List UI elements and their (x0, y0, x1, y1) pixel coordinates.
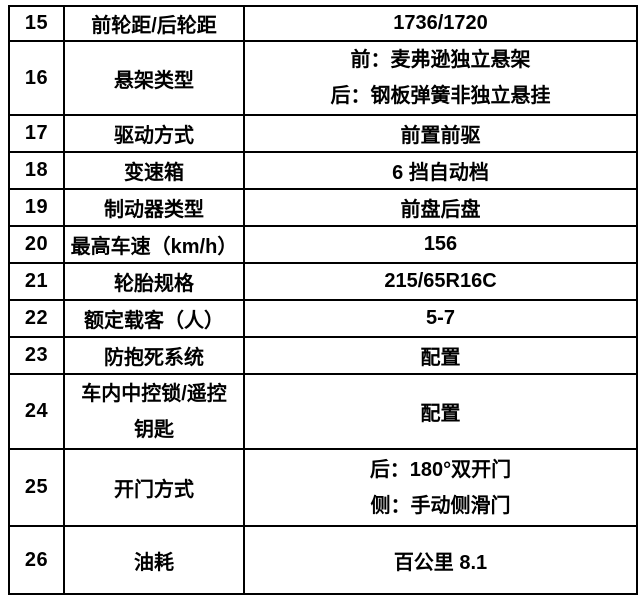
label-line: 车内中控锁/遥控 (81, 382, 227, 405)
spec-value-cell: 前置前驱 (243, 114, 638, 153)
table-row: 16 悬架类型 前：麦弗逊独立悬架 后：钢板弹簧非独立悬挂 (8, 40, 638, 116)
value-line: 侧：手动侧滑门 (370, 494, 511, 517)
table-row: 15 前轮距/后轮距 1736/1720 (8, 5, 638, 42)
row-number-cell: 21 (8, 262, 65, 301)
spec-label-cell: 额定载客（人） (63, 299, 245, 338)
spec-value-cell: 156 (243, 225, 638, 264)
row-number-cell: 22 (8, 299, 65, 338)
row-number-cell: 24 (8, 373, 65, 450)
spec-label-cell: 油耗 (63, 525, 245, 595)
spec-value-cell: 百公里 8.1 (243, 525, 638, 595)
spec-label-cell: 驱动方式 (63, 114, 245, 153)
row-number-cell: 15 (8, 5, 65, 42)
spec-value-cell: 配置 (243, 373, 638, 450)
spec-value-cell: 1736/1720 (243, 5, 638, 42)
value-line: 前：麦弗逊独立悬架 (350, 49, 531, 71)
table-row: 23 防抱死系统 配置 (8, 336, 638, 375)
spec-sheet-page: 15 前轮距/后轮距 1736/1720 16 悬架类型 前：麦弗逊独立悬架 后：钢板弹簧非… (8, 5, 638, 595)
spec-label-cell: 开门方式 (63, 448, 245, 527)
spec-label-cell: 轮胎规格 (63, 262, 245, 301)
vehicle-spec-table: 15 前轮距/后轮距 1736/1720 16 悬架类型 前：麦弗逊独立悬架 后：钢板弹簧非… (8, 5, 638, 595)
spec-value-cell: 前：麦弗逊独立悬架 后：钢板弹簧非独立悬挂 (243, 40, 638, 116)
spec-value-cell: 5-7 (243, 299, 638, 338)
table-row: 22 额定载客（人） 5-7 (8, 299, 638, 338)
spec-label-cell: 制动器类型 (63, 188, 245, 227)
label-line: 钥匙 (134, 418, 174, 441)
row-number-cell: 20 (8, 225, 65, 264)
row-number-cell: 25 (8, 448, 65, 527)
table-row: 19 制动器类型 前盘后盘 (8, 188, 638, 227)
table-row: 17 驱动方式 前置前驱 (8, 114, 638, 153)
table-row: 21 轮胎规格 215/65R16C (8, 262, 638, 301)
spec-value-cell: 配置 (243, 336, 638, 375)
spec-label-cell: 最高车速（km/h） (63, 225, 245, 264)
spec-value-cell: 后：180°双开门 侧：手动侧滑门 (243, 448, 638, 527)
spec-value-cell: 6 挡自动档 (243, 151, 638, 190)
row-number-cell: 18 (8, 151, 65, 190)
table-row: 18 变速箱 6 挡自动档 (8, 151, 638, 190)
table-row: 20 最高车速（km/h） 156 (8, 225, 638, 264)
spec-value-cell: 215/65R16C (243, 262, 638, 301)
table-row: 24 车内中控锁/遥控 钥匙 配置 (8, 373, 638, 450)
row-number-cell: 23 (8, 336, 65, 375)
table-row: 25 开门方式 后：180°双开门 侧：手动侧滑门 (8, 448, 638, 527)
spec-value-cell: 前盘后盘 (243, 188, 638, 227)
value-line: 后：钢板弹簧非独立悬挂 (330, 85, 551, 107)
spec-label-cell: 车内中控锁/遥控 钥匙 (63, 373, 245, 450)
row-number-cell: 17 (8, 114, 65, 153)
row-number-cell: 19 (8, 188, 65, 227)
spec-label-cell: 变速箱 (63, 151, 245, 190)
row-number-cell: 16 (8, 40, 65, 116)
row-number-cell: 26 (8, 525, 65, 595)
table-row: 26 油耗 百公里 8.1 (8, 525, 638, 595)
spec-label-cell: 防抱死系统 (63, 336, 245, 375)
spec-label-cell: 悬架类型 (63, 40, 245, 116)
spec-label-cell: 前轮距/后轮距 (63, 5, 245, 42)
value-line: 后：180°双开门 (369, 458, 512, 481)
